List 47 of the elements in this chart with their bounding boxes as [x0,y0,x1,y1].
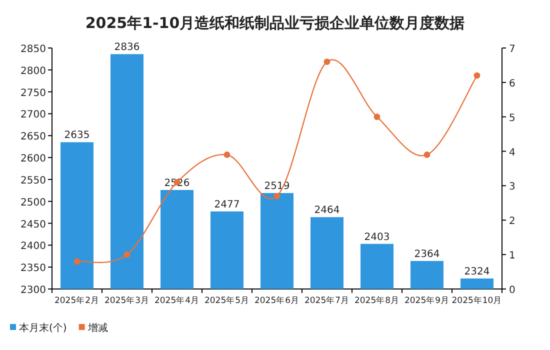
point [224,152,230,158]
x-tick-label: 2025年6月 [254,295,300,306]
point [424,152,430,158]
data-label: 2403 [364,232,390,243]
y-tick-label: 2750 [20,88,46,99]
point [324,58,330,65]
y2-tick-label: 0 [509,285,516,296]
y-tick-label: 2550 [20,175,46,186]
point [74,258,80,265]
legend-label: 本月末(个) [19,322,67,334]
chart-title: 2025年1-10月造纸和纸制品业亏损企业单位数月度数据 [85,14,465,32]
legend-label: 增减 [86,322,108,334]
x-tick-label: 2025年4月 [154,295,200,306]
point [374,114,380,120]
x-tick-label: 2025年10月 [452,295,502,306]
data-label: 2635 [64,130,90,142]
y2-tick-label: 1 [509,250,516,262]
y2-tick-label: 6 [509,78,516,90]
x-tick-label: 2025年8月 [354,295,400,306]
y2-tick-label: 7 [509,44,516,55]
data-label: 2464 [314,205,340,216]
y2-tick-label: 4 [509,147,516,158]
data-label: 2477 [214,199,240,210]
x-tick-label: 2025年2月 [54,295,100,306]
y-tick-label: 2450 [20,219,46,230]
data-label: 2364 [414,248,440,260]
y-tick-label: 2700 [20,110,46,121]
y2-tick-label: 3 [509,182,516,193]
y2-tick-label: 2 [509,216,516,228]
y-tick-label: 2800 [20,66,46,77]
y-tick-label: 2650 [20,132,46,143]
y-tick-label: 2400 [20,241,46,252]
data-label: 2324 [464,266,490,278]
y-tick-label: 2300 [20,285,46,296]
y2-tick-label: 5 [509,112,516,124]
point [124,251,130,258]
x-tick-label: 2025年7月 [304,295,350,306]
y-tick-label: 2500 [20,197,46,208]
x-tick-label: 2025年9月 [404,295,450,306]
x-tick-label: 2025年3月 [104,295,150,306]
y-tick-label: 2600 [20,154,46,165]
point [474,72,480,79]
point [274,192,280,200]
y-tick-label: 2850 [20,44,46,55]
x-tick-label: 2025年5月 [204,295,250,306]
data-label: 2836 [114,42,140,54]
y-tick-label: 2350 [20,263,46,274]
